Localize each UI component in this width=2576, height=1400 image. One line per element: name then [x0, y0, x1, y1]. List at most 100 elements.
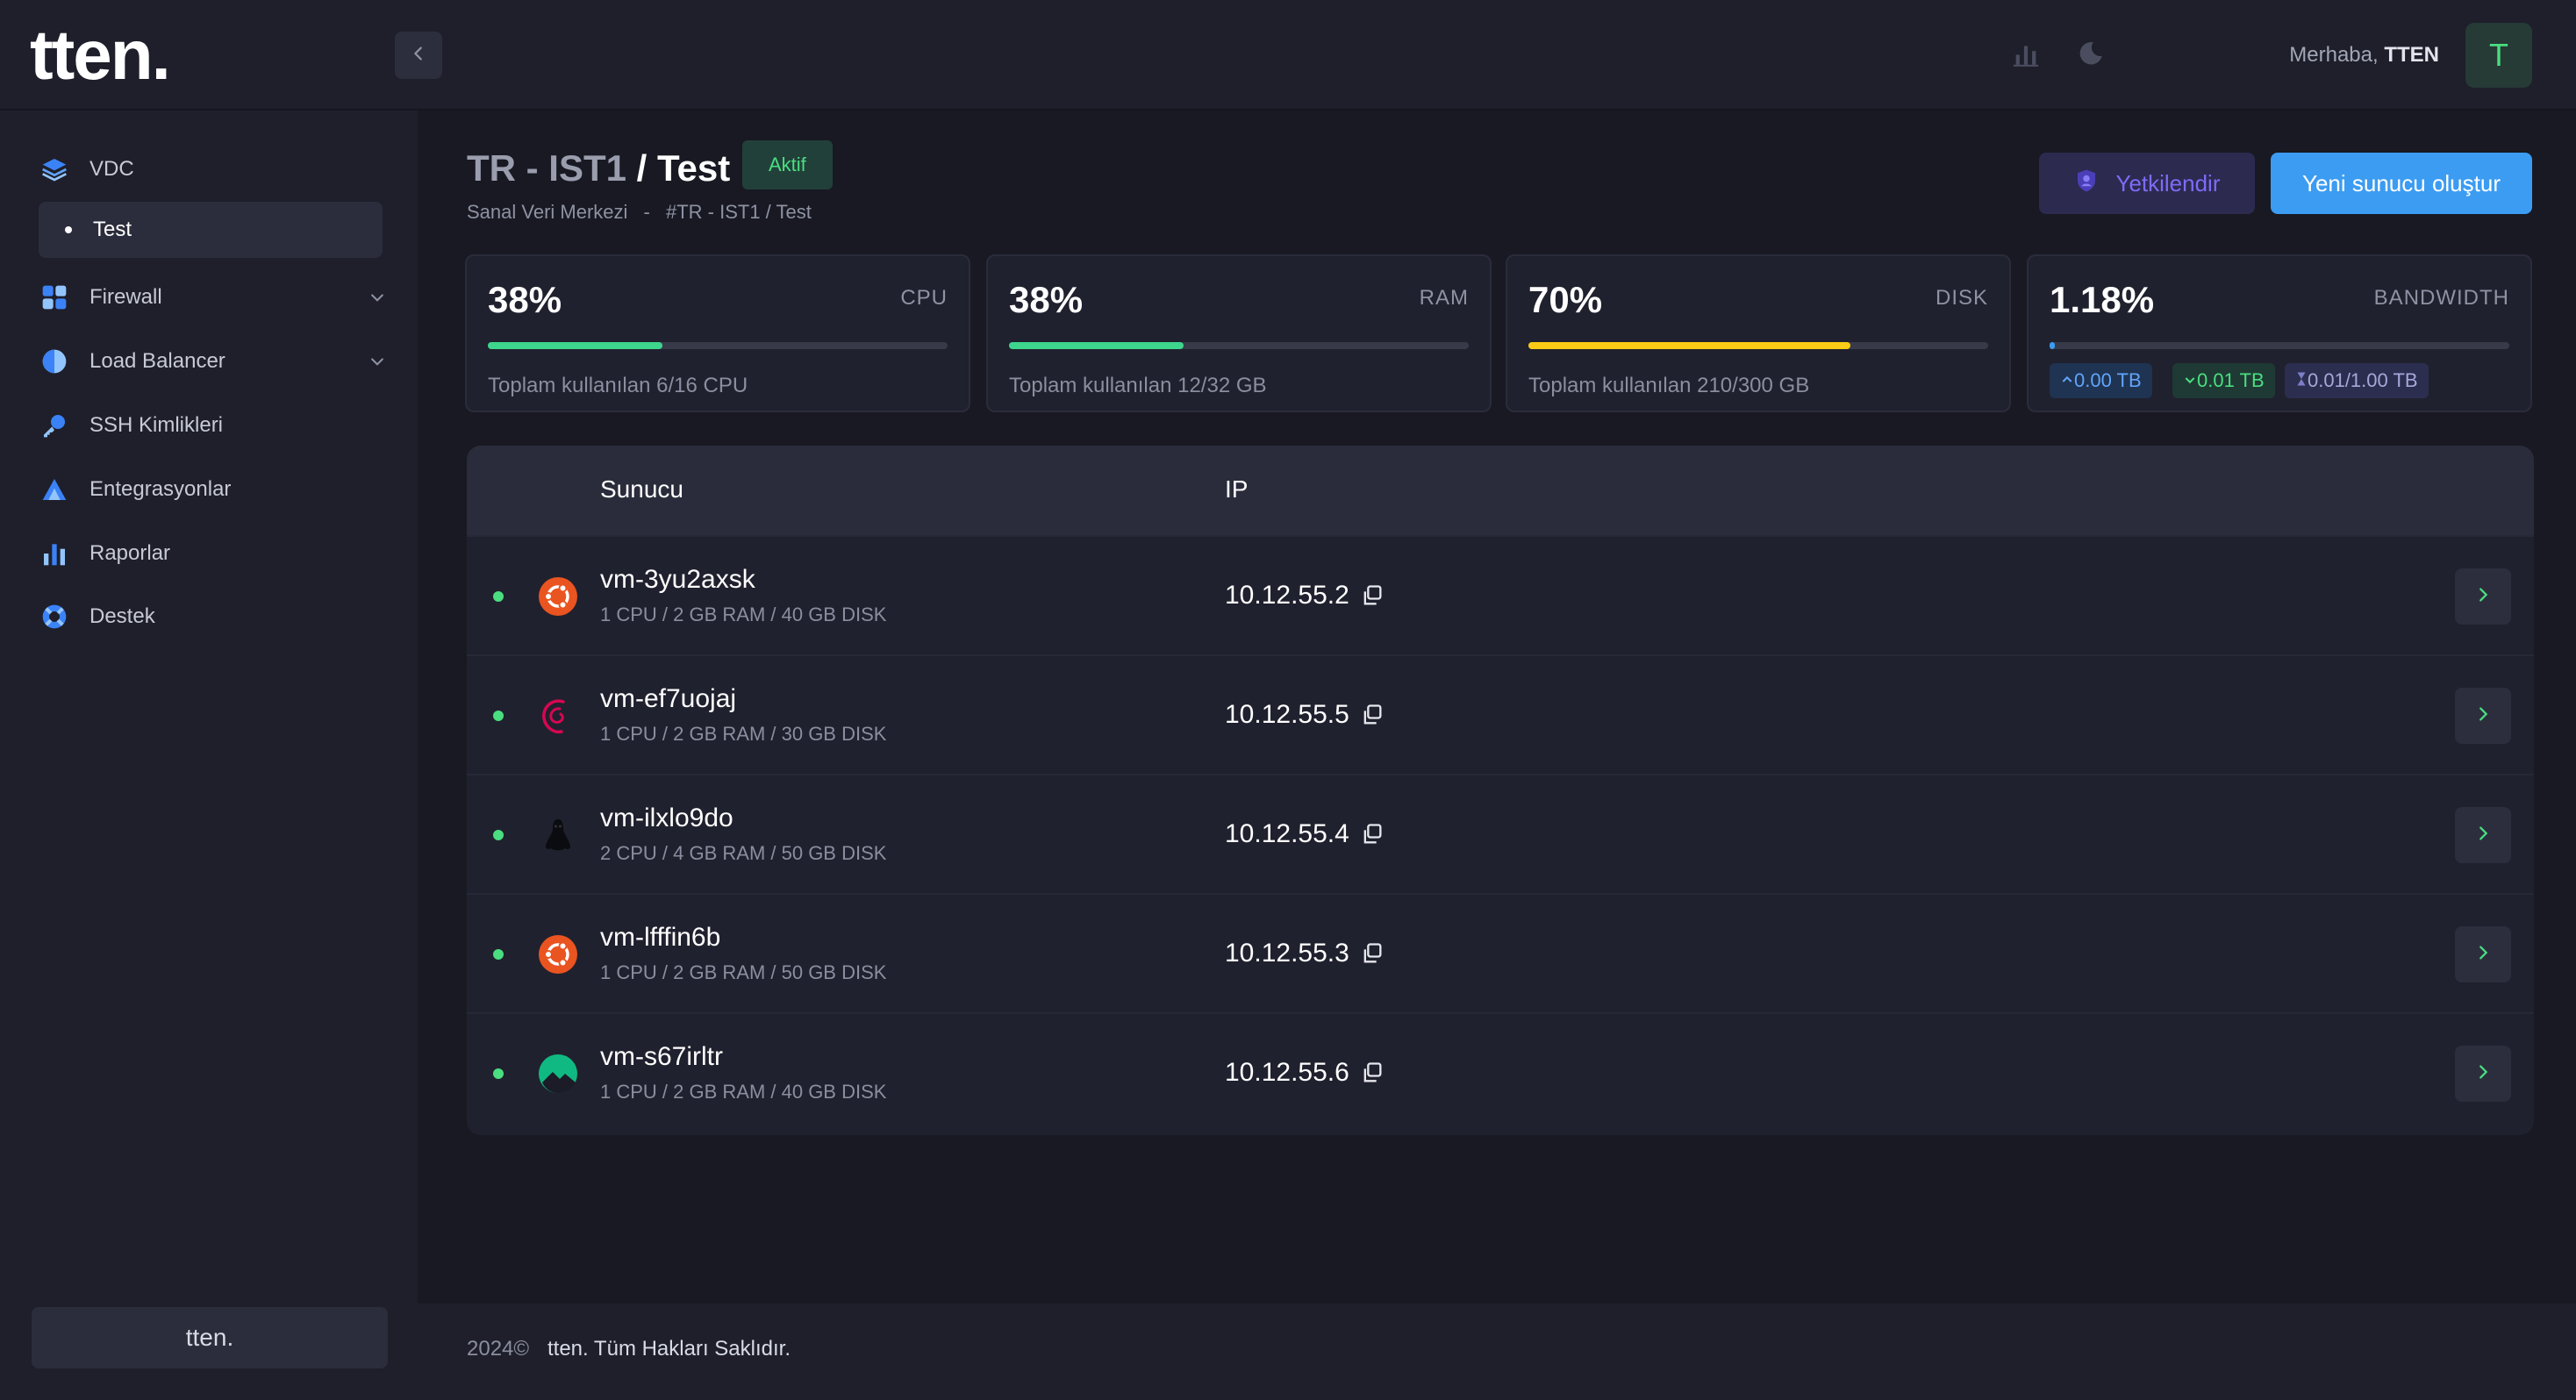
bullet-icon [65, 226, 72, 233]
collapse-sidebar-button[interactable] [395, 32, 442, 79]
server-ip: 10.12.55.2 [1225, 581, 1385, 611]
sidebar-item-integrations[interactable]: Entegrasyonlar [39, 464, 386, 515]
breadcrumb-separator: - [643, 201, 650, 223]
stat-label: RAM [1419, 286, 1469, 310]
stat-card-cpu: 38% CPU Toplam kullanılan 6/16 CPU [465, 254, 970, 412]
greeting-username: TTEN [2384, 43, 2439, 67]
status-dot [493, 711, 504, 721]
copy-icon[interactable] [1360, 583, 1385, 608]
moon-icon [2076, 39, 2106, 73]
progress-track [1009, 342, 1469, 349]
sidebar-footer-logo[interactable]: tten. [32, 1307, 388, 1368]
half-circle-icon [39, 346, 70, 377]
create-server-button[interactable]: Yeni sunucu oluştur [2271, 153, 2532, 214]
server-name[interactable]: vm-s67irltr [600, 1042, 723, 1071]
ip-value: 10.12.55.5 [1225, 700, 1349, 729]
sidebar-item-support[interactable]: Destek [39, 591, 386, 642]
server-ip: 10.12.55.4 [1225, 819, 1385, 849]
progress-fill [1009, 342, 1184, 349]
user-greeting: Merhaba, TTEN [2289, 39, 2439, 72]
servers-table: Sunucu IP vm-3yu2axsk 1 CPU / 2 GB RAM /… [467, 446, 2534, 1135]
sidebar-item-label: Test [93, 218, 132, 241]
stat-card-ram: 38% RAM Toplam kullanılan 12/32 GB [986, 254, 1492, 412]
server-detail-button[interactable] [2455, 568, 2511, 625]
table-row[interactable]: vm-ilxlo9do 2 CPU / 4 GB RAM / 50 GB DIS… [467, 774, 2534, 893]
bandwidth-total-value: 0.01/1.00 TB [2308, 369, 2418, 391]
page-footer: 2024© tten. Tüm Hakları Saklıdır. [418, 1304, 2576, 1400]
chevron-right-icon [2473, 1062, 2493, 1086]
status-badge: Aktif [742, 140, 833, 189]
chevron-right-icon [2473, 704, 2493, 728]
copy-icon[interactable] [1360, 941, 1385, 966]
authorize-button[interactable]: Yetkilendir [2039, 153, 2255, 214]
server-specs: 1 CPU / 2 GB RAM / 30 GB DISK [600, 723, 887, 745]
sidebar-item-firewall[interactable]: Firewall [39, 272, 386, 323]
table-row[interactable]: vm-ef7uojaj 1 CPU / 2 GB RAM / 30 GB DIS… [467, 654, 2534, 774]
status-dot [493, 591, 504, 602]
sidebar-item-label: Load Balancer [89, 349, 225, 373]
server-name[interactable]: vm-ef7uojaj [600, 684, 737, 713]
table-row[interactable]: vm-s67irltr 1 CPU / 2 GB RAM / 40 GB DIS… [467, 1012, 2534, 1132]
progress-track [2050, 342, 2509, 349]
arrow-down-icon [2183, 369, 2197, 392]
progress-fill [2050, 342, 2056, 349]
bandwidth-download-tag: 0.01 TB [2172, 363, 2275, 398]
sidebar-item-reports[interactable]: Raporlar [39, 528, 386, 579]
stat-label: BANDWIDTH [2373, 286, 2509, 310]
reports-button[interactable] [2006, 35, 2046, 75]
sidebar-item-load-balancer[interactable]: Load Balancer [39, 336, 386, 387]
server-name[interactable]: vm-ilxlo9do [600, 804, 733, 832]
sidebar-item-label: Raporlar [89, 541, 171, 565]
stat-label: CPU [900, 286, 948, 310]
server-name[interactable]: vm-3yu2axsk [600, 565, 755, 594]
status-dot [493, 949, 504, 960]
copy-icon[interactable] [1360, 703, 1385, 727]
breadcrumb-root[interactable]: Sanal Veri Merkezi [467, 201, 628, 223]
server-ip: 10.12.55.6 [1225, 1058, 1385, 1088]
ubuntu-icon [537, 933, 579, 975]
sidebar-item-label: SSH Kimlikleri [89, 413, 224, 437]
copy-icon[interactable] [1360, 1061, 1385, 1085]
sidebar-item-vdc[interactable]: VDC [39, 144, 386, 195]
column-header-ip: IP [1225, 475, 1249, 503]
progress-track [488, 342, 948, 349]
page-title-region: TR - IST1 [467, 147, 627, 189]
stat-detail: Toplam kullanılan 12/32 GB [1009, 374, 1267, 397]
server-detail-button[interactable] [2455, 688, 2511, 744]
progress-fill [488, 342, 663, 349]
sidebar-item-label: Firewall [89, 285, 162, 309]
ubuntu-icon [537, 575, 579, 618]
ip-value: 10.12.55.6 [1225, 1058, 1349, 1087]
chevron-right-icon [2473, 585, 2493, 609]
copy-icon[interactable] [1360, 822, 1385, 846]
grid-icon [39, 282, 70, 313]
arrow-up-icon [2060, 369, 2074, 392]
ip-value: 10.12.55.3 [1225, 939, 1349, 968]
stat-detail: Toplam kullanılan 210/300 GB [1528, 374, 1810, 397]
logo[interactable]: tten. [30, 16, 171, 94]
table-row[interactable]: vm-lfffin6b 1 CPU / 2 GB RAM / 50 GB DIS… [467, 893, 2534, 1012]
bandwidth-upload-value: 0.00 TB [2074, 369, 2142, 391]
sidebar: VDC Test Firewall Load Balancer SSH Kiml… [0, 111, 418, 1400]
hourglass-icon [2295, 369, 2308, 392]
sidebar-item-ssh-keys[interactable]: SSH Kimlikleri [39, 400, 386, 451]
lifebuoy-icon [39, 601, 70, 632]
stat-percent: 1.18% [2050, 279, 2155, 320]
theme-toggle-button[interactable] [2071, 35, 2111, 75]
server-detail-button[interactable] [2455, 926, 2511, 982]
table-row[interactable]: vm-3yu2axsk 1 CPU / 2 GB RAM / 40 GB DIS… [467, 535, 2534, 654]
linux-icon [537, 814, 579, 856]
server-name[interactable]: vm-lfffin6b [600, 923, 721, 952]
server-specs: 1 CPU / 2 GB RAM / 40 GB DISK [600, 604, 887, 625]
chevron-right-icon [2473, 943, 2493, 967]
chevron-down-icon [369, 352, 386, 376]
server-specs: 2 CPU / 4 GB RAM / 50 GB DISK [600, 842, 887, 864]
server-detail-button[interactable] [2455, 1046, 2511, 1102]
triangle-icon [39, 474, 70, 505]
progress-track [1528, 342, 1988, 349]
server-specs: 1 CPU / 2 GB RAM / 50 GB DISK [600, 961, 887, 983]
sidebar-item-label: Destek [89, 604, 155, 628]
sidebar-subitem-test[interactable]: Test [39, 202, 383, 258]
avatar[interactable]: T [2465, 23, 2532, 88]
server-detail-button[interactable] [2455, 807, 2511, 863]
